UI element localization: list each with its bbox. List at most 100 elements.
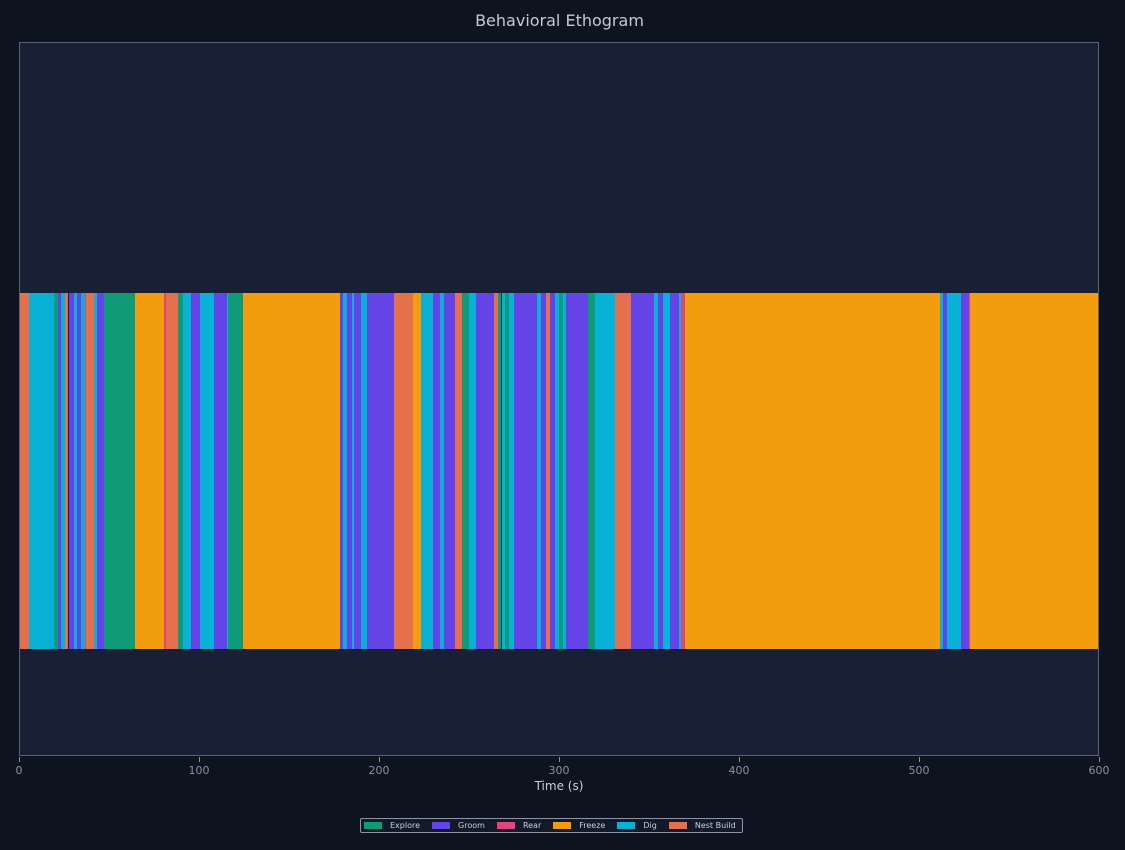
segment-explore bbox=[54, 293, 58, 649]
legend-item: Explore bbox=[364, 821, 420, 830]
segment-nest-build bbox=[393, 293, 414, 649]
segment-nest-build bbox=[494, 293, 498, 649]
legend-swatch bbox=[496, 822, 515, 829]
segment-dig bbox=[654, 293, 658, 649]
x-axis-label: Time (s) bbox=[534, 779, 584, 793]
x-tick-label: 400 bbox=[728, 764, 750, 777]
legend: Explore Groom Rear Freeze Dig Nest Build bbox=[360, 818, 743, 833]
segment-dig bbox=[537, 293, 542, 649]
segment-dig bbox=[562, 293, 567, 649]
segment-freeze bbox=[242, 293, 340, 649]
segment-dig bbox=[501, 293, 506, 649]
segment-nest-build bbox=[546, 293, 550, 649]
segment-explore bbox=[559, 293, 563, 649]
x-tick-mark bbox=[378, 757, 380, 762]
plot-area bbox=[19, 42, 1099, 756]
segment-groom bbox=[77, 293, 82, 649]
segment-dig bbox=[555, 293, 559, 649]
segment-rear bbox=[163, 293, 166, 649]
segment-dig bbox=[226, 293, 229, 649]
segment-groom bbox=[444, 293, 455, 649]
segment-nest-build bbox=[165, 293, 179, 649]
segment-dig bbox=[81, 293, 85, 649]
x-tick-mark bbox=[558, 757, 560, 762]
segment-groom bbox=[57, 293, 62, 649]
segment-rear bbox=[681, 293, 685, 649]
segment-explore bbox=[497, 293, 502, 649]
segment-groom bbox=[476, 293, 495, 649]
legend-swatch bbox=[668, 822, 687, 829]
x-tick-label: 0 bbox=[15, 764, 23, 777]
x-tick-label: 600 bbox=[1088, 764, 1110, 777]
segment-groom bbox=[638, 293, 655, 649]
legend-item: Freeze bbox=[553, 821, 605, 830]
segment-groom bbox=[433, 293, 441, 649]
segment-nest-build bbox=[20, 293, 29, 649]
legend-item: Nest Build bbox=[668, 821, 736, 830]
segment-nest-build bbox=[64, 293, 69, 649]
segment-dig bbox=[343, 293, 347, 649]
legend-swatch bbox=[364, 822, 382, 829]
segment-freeze bbox=[413, 293, 421, 649]
segment-groom bbox=[97, 293, 105, 649]
segment-nest-build bbox=[614, 293, 631, 649]
legend-item: Rear bbox=[496, 821, 542, 830]
segment-dig bbox=[73, 293, 78, 649]
legend-swatch bbox=[553, 822, 572, 829]
x-tick-mark bbox=[1098, 757, 1100, 762]
legend-label: Explore bbox=[390, 821, 421, 830]
segment-explore bbox=[228, 293, 243, 649]
segment-dig bbox=[939, 293, 944, 649]
legend-swatch bbox=[432, 822, 451, 829]
legend-label: Freeze bbox=[579, 821, 606, 830]
legend-label: Rear bbox=[522, 821, 542, 830]
segment-explore bbox=[505, 293, 509, 649]
segment-freeze bbox=[134, 293, 164, 649]
legend-swatch bbox=[617, 822, 636, 829]
segment-dig bbox=[199, 293, 215, 649]
segment-groom bbox=[657, 293, 664, 649]
segment-dig bbox=[663, 293, 671, 649]
x-tick-mark bbox=[18, 757, 20, 762]
segment-groom bbox=[214, 293, 227, 649]
legend-label: Groom bbox=[458, 821, 485, 830]
segment-groom bbox=[541, 293, 547, 649]
x-tick-mark bbox=[738, 757, 740, 762]
segment-groom bbox=[550, 293, 556, 649]
segment-freeze bbox=[684, 293, 940, 649]
segment-explore bbox=[587, 293, 595, 649]
segment-dig bbox=[361, 293, 367, 649]
x-tick-label: 300 bbox=[548, 764, 570, 777]
x-tick-label: 500 bbox=[908, 764, 930, 777]
x-tick-label: 200 bbox=[368, 764, 390, 777]
segment-nest-build bbox=[86, 293, 94, 649]
x-tick-label: 100 bbox=[188, 764, 210, 777]
segment-dig bbox=[352, 293, 355, 649]
segment-groom bbox=[630, 293, 639, 649]
segment-dig bbox=[61, 293, 65, 649]
segment-nest-build bbox=[454, 293, 462, 649]
legend-item: Groom bbox=[432, 821, 485, 830]
segment-groom bbox=[943, 293, 948, 649]
ethogram-track bbox=[20, 293, 1098, 649]
segment-dig bbox=[947, 293, 962, 649]
segment-groom bbox=[68, 293, 74, 649]
segment-groom bbox=[670, 293, 680, 649]
segment-groom bbox=[339, 293, 344, 649]
x-tick-mark bbox=[198, 757, 200, 762]
segment-groom bbox=[346, 293, 353, 649]
segment-groom bbox=[961, 293, 969, 649]
segment-explore bbox=[178, 293, 184, 649]
chart-title: Behavioral Ethogram bbox=[475, 11, 644, 30]
segment-groom bbox=[354, 293, 362, 649]
x-tick-mark bbox=[918, 757, 920, 762]
segment-dig bbox=[469, 293, 477, 649]
segment-rear bbox=[84, 293, 87, 649]
segment-explore bbox=[461, 293, 470, 649]
segment-dig bbox=[594, 293, 615, 649]
segment-dig bbox=[508, 293, 515, 649]
legend-label: Dig bbox=[643, 821, 657, 830]
legend-label: Nest Build bbox=[694, 821, 736, 830]
segment-groom bbox=[366, 293, 394, 649]
segment-groom bbox=[190, 293, 200, 649]
